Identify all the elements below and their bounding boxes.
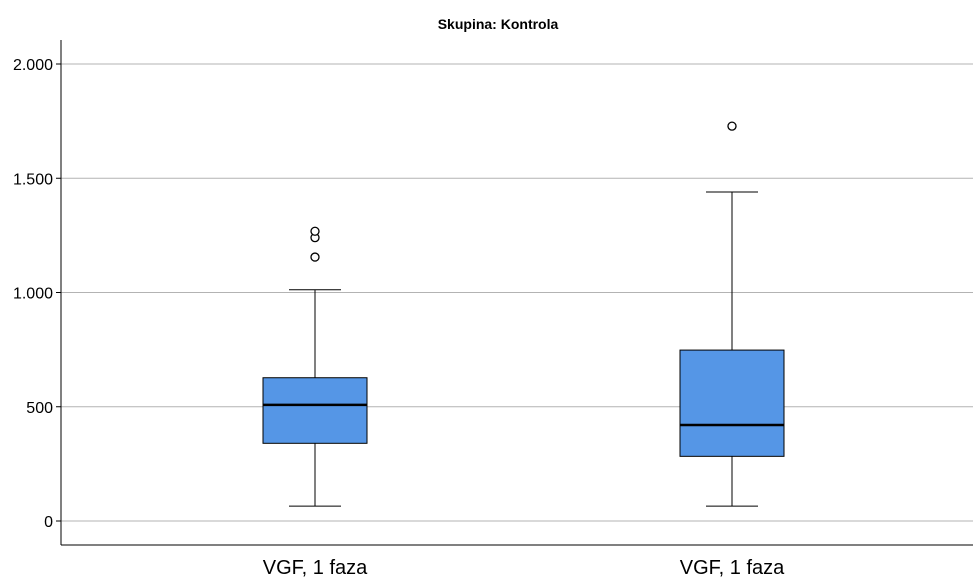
y-tick-label: 0 — [44, 514, 53, 531]
x-category-label: VGF, 1 faza — [263, 557, 368, 577]
y-tick-label: 500 — [26, 400, 53, 417]
y-tick-label: 1.000 — [13, 286, 53, 303]
box-group — [262, 226, 368, 507]
x-category-label: VGF, 1 faza — [680, 557, 785, 577]
outlier-point — [727, 121, 737, 131]
axis-labels: 0 500 1.000 1.500 2.000 VGF, 1 faza VGF, 1 faz… — [13, 57, 785, 577]
y-tick-label: 1.500 — [13, 171, 53, 188]
boxes — [262, 121, 785, 507]
y-tick-label: 2.000 — [13, 57, 53, 74]
chart-title: Skupina: Kontrola — [438, 16, 559, 32]
outlier-point — [310, 226, 320, 236]
outlier-point — [310, 252, 320, 262]
iqr-box — [262, 377, 368, 444]
iqr-box — [679, 349, 785, 457]
axes — [56, 40, 973, 546]
grid-lines — [61, 63, 973, 522]
box-group — [679, 121, 785, 507]
